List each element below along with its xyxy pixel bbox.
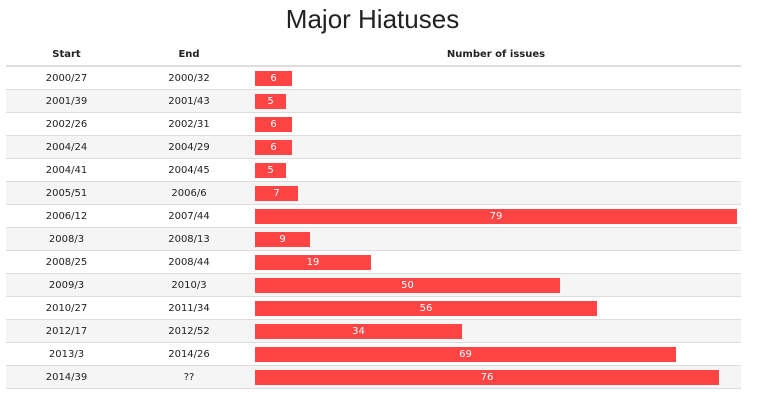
bar-cell: 69 xyxy=(251,342,741,366)
end-cell: ?? xyxy=(127,365,251,389)
issues-bar: 5 xyxy=(255,93,286,109)
end-cell: 2011/34 xyxy=(127,296,251,320)
start-cell: 2013/3 xyxy=(6,342,127,366)
start-cell: 2010/27 xyxy=(6,296,127,320)
start-cell: 2014/39 xyxy=(6,365,127,389)
start-cell: 2012/17 xyxy=(6,319,127,343)
chart-title: Major Hiatuses xyxy=(285,4,460,34)
bar-cell: 56 xyxy=(251,296,741,320)
issues-bar: 7 xyxy=(255,185,298,201)
table-row: 2006/12 2007/44 79 xyxy=(6,204,741,228)
bar-cell: 5 xyxy=(251,158,741,182)
start-cell: 2000/27 xyxy=(6,66,127,90)
issues-column-header: Number of issues xyxy=(251,44,741,67)
end-cell: 2007/44 xyxy=(127,204,251,228)
bar-cell: 7 xyxy=(251,181,741,205)
bar-cell: 6 xyxy=(251,66,741,90)
bar-cell: 34 xyxy=(251,319,741,343)
start-cell: 2004/24 xyxy=(6,135,127,159)
issues-bar: 76 xyxy=(255,369,719,385)
bar-cell: 79 xyxy=(251,204,741,228)
header-row: Start End Number of issues xyxy=(6,44,741,67)
issues-bar: 6 xyxy=(255,139,292,155)
table-row: 2002/26 2002/31 6 xyxy=(6,112,741,136)
start-column-header: Start xyxy=(6,44,127,67)
end-cell: 2002/31 xyxy=(127,112,251,136)
end-cell: 2014/26 xyxy=(127,342,251,366)
hiatus-table: Start End Number of issues 2000/27 2000/3… xyxy=(6,44,741,389)
table-row: 2013/3 2014/26 69 xyxy=(6,342,741,366)
table-row: 2005/51 2006/6 7 xyxy=(6,181,741,205)
bar-cell: 9 xyxy=(251,227,741,251)
start-cell: 2009/3 xyxy=(6,273,127,297)
issues-bar: 5 xyxy=(255,162,286,178)
table-row: 2008/25 2008/44 19 xyxy=(6,250,741,274)
start-cell: 2002/26 xyxy=(6,112,127,136)
end-cell: 2004/29 xyxy=(127,135,251,159)
table-body: 2000/27 2000/32 6 2001/39 2001/43 5 2002/26 200… xyxy=(6,66,741,389)
start-cell: 2005/51 xyxy=(6,181,127,205)
issues-bar: 69 xyxy=(255,346,676,362)
table-row: 2012/17 2012/52 34 xyxy=(6,319,741,343)
end-cell: 2012/52 xyxy=(127,319,251,343)
table-row: 2008/3 2008/13 9 xyxy=(6,227,741,251)
issues-bar: 6 xyxy=(255,70,292,86)
issues-bar: 50 xyxy=(255,277,560,293)
bar-cell: 19 xyxy=(251,250,741,274)
end-cell: 2008/13 xyxy=(127,227,251,251)
table-row: 2009/3 2010/3 50 xyxy=(6,273,741,297)
table-row: 2001/39 2001/43 5 xyxy=(6,89,741,113)
issues-bar: 79 xyxy=(255,208,737,224)
end-cell: 2001/43 xyxy=(127,89,251,113)
table-row: 2000/27 2000/32 6 xyxy=(6,66,741,90)
end-cell: 2008/44 xyxy=(127,250,251,274)
bar-cell: 6 xyxy=(251,112,741,136)
table-row: 2004/41 2004/45 5 xyxy=(6,158,741,182)
bar-cell: 76 xyxy=(251,365,741,389)
issues-bar: 9 xyxy=(255,231,310,247)
issues-bar: 19 xyxy=(255,254,371,270)
issues-bar: 34 xyxy=(255,323,462,339)
start-cell: 2001/39 xyxy=(6,89,127,113)
table-row: 2010/27 2011/34 56 xyxy=(6,296,741,320)
issues-bar: 56 xyxy=(255,300,597,316)
bar-cell: 5 xyxy=(251,89,741,113)
end-column-header: End xyxy=(127,44,251,67)
end-cell: 2004/45 xyxy=(127,158,251,182)
start-cell: 2004/41 xyxy=(6,158,127,182)
table-row: 2004/24 2004/29 6 xyxy=(6,135,741,159)
end-cell: 2006/6 xyxy=(127,181,251,205)
bar-cell: 6 xyxy=(251,135,741,159)
start-cell: 2008/3 xyxy=(6,227,127,251)
end-cell: 2000/32 xyxy=(127,66,251,90)
end-cell: 2010/3 xyxy=(127,273,251,297)
start-cell: 2008/25 xyxy=(6,250,127,274)
table-row: 2014/39?? 76 xyxy=(6,365,741,389)
start-cell: 2006/12 xyxy=(6,204,127,228)
issues-bar: 6 xyxy=(255,116,292,132)
bar-cell: 50 xyxy=(251,273,741,297)
